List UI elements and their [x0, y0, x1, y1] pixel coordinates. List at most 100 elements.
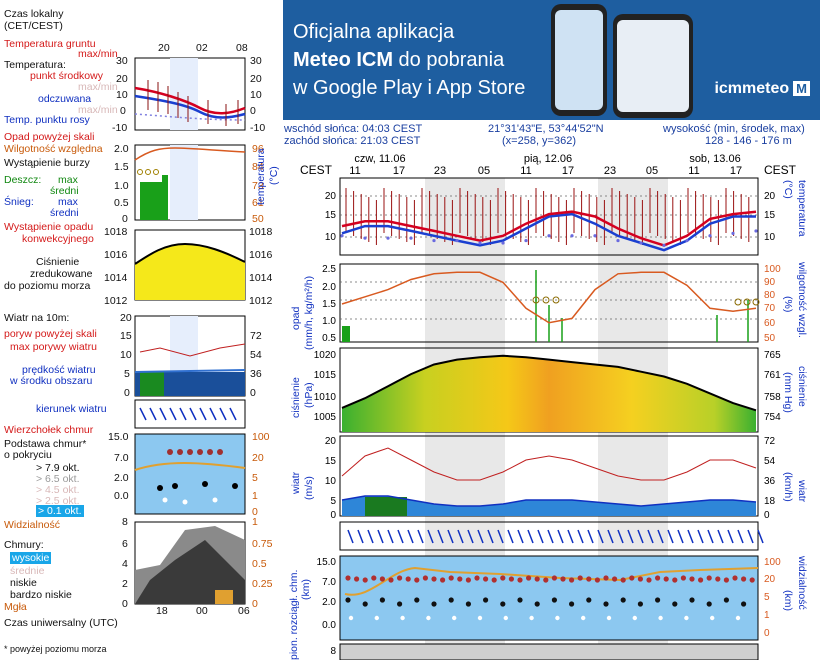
mini-tick: 100	[252, 431, 270, 443]
cloud-low-dot	[606, 615, 612, 621]
dew-point-dot	[547, 234, 551, 238]
panel-coverage	[339, 643, 759, 660]
legend-panel: Czas lokalny (CET/CEST) Temperatura grun…	[0, 0, 280, 660]
wind-arrow	[487, 529, 494, 544]
wind-tick: 15	[325, 456, 337, 467]
hum-tick: 60	[764, 318, 776, 329]
hour-label: 17	[562, 165, 574, 177]
dew-point-dot	[340, 234, 344, 238]
cloud-low-dot	[710, 615, 715, 621]
wind-arrow	[507, 529, 514, 544]
banner-line2-brand: Meteo ICM	[293, 49, 393, 71]
cloud-top-dot	[534, 576, 540, 582]
cloud-low-dot	[581, 615, 586, 621]
mini-tick: 0	[124, 387, 130, 399]
wind-strong-area	[365, 497, 407, 516]
hum-tick: 50	[764, 333, 776, 344]
legend-wind-speed: prędkość wiatru	[22, 364, 96, 376]
mini-tick: 0	[252, 506, 258, 518]
wind-arrow	[357, 529, 364, 544]
cloud-base-dot	[345, 597, 351, 603]
wind-speed-area	[342, 496, 756, 516]
wind-arrow	[447, 529, 454, 544]
app-promo-banner[interactable]: Oficjalna aplikacja Meteo ICM do pobrani…	[283, 0, 820, 120]
wind-arrow	[727, 529, 734, 544]
mini-tick: 1	[252, 516, 258, 528]
wind-arrow	[537, 529, 544, 544]
cloud-top-dot	[629, 575, 635, 581]
wind-arrow	[527, 529, 534, 544]
temp-line	[341, 210, 757, 247]
wind-speed-line	[341, 495, 757, 507]
mini-tick: 1.0	[114, 180, 129, 192]
banner-line1: Oficjalna aplikacja	[293, 21, 455, 43]
height-label: wysokość (min, środek, max)	[663, 123, 805, 135]
cloud-base-dot	[603, 601, 609, 607]
vis-axis-title: widzialność	[796, 556, 808, 610]
mini-tick: 2.0	[114, 143, 129, 155]
cloud-base-dot	[637, 601, 644, 607]
vis-unit: (km)	[782, 590, 794, 611]
height-value: 128 - 146 - 176 m	[705, 135, 792, 147]
cloud-top-dot	[603, 575, 609, 581]
humidity-line	[341, 271, 757, 324]
precip-tick: 2.5	[322, 264, 336, 275]
legend-cloud-top: Wierzchołek chmur	[4, 424, 94, 436]
cloud-low-dot	[658, 615, 663, 621]
mini-tick: 2.0	[114, 472, 129, 484]
cloud-base-dot	[672, 601, 678, 607]
cloud-base-dot	[362, 601, 368, 607]
legend-rain-mean: średni	[50, 185, 79, 197]
cloud-top-dot	[414, 577, 420, 583]
legend-local-time: Czas lokalny	[4, 8, 64, 20]
wind-arrow	[547, 529, 554, 544]
legend-ok1: > 7.9 okt.	[36, 462, 80, 474]
cloud-top-dot	[543, 577, 549, 583]
legend-convective: Wystąpienie opadu	[4, 221, 94, 233]
cloud-top-dot	[465, 577, 471, 583]
mini-tick: 84	[252, 161, 264, 173]
legend-footnote: * powyżej poziomu morza	[4, 644, 107, 654]
vis-tick: 100	[764, 557, 781, 568]
dew-point-dot	[708, 234, 712, 238]
wind-tick-right: 36	[764, 476, 776, 487]
cloud-top-dot	[491, 577, 497, 583]
tz-label-left: CEST	[300, 163, 333, 177]
legend-snow-mean: średni	[50, 207, 79, 219]
mini-tick: 1018	[104, 226, 128, 238]
temp-axis-label: temperatura	[255, 148, 267, 205]
wind-arrow	[687, 529, 694, 544]
panel-wind-dir	[339, 521, 759, 551]
cloud-top-dot	[397, 575, 403, 581]
wind-axis-title: wiatr	[290, 471, 302, 494]
legend-ok4: > 2.5 okt.	[36, 495, 80, 507]
mini-tick: 1012	[104, 295, 128, 307]
dew-point-dot	[639, 241, 643, 245]
legend-mini-charts	[134, 57, 246, 605]
sunset-text: zachód słońca: 21:03 CEST	[284, 135, 421, 147]
press-axis-title-right: ciśnienie	[796, 366, 808, 407]
mini-hour-top: 02	[196, 42, 208, 54]
phone-image	[551, 4, 607, 116]
mini-tick: 0	[252, 598, 258, 610]
mini-tick: 1016	[104, 249, 128, 261]
wind-arrow	[667, 529, 674, 544]
pressure-line	[341, 354, 757, 412]
hour-label: 23	[434, 165, 446, 177]
wind-arrow	[717, 529, 724, 544]
wind-arrow	[617, 529, 624, 544]
press-tick-right: 765	[764, 350, 781, 361]
wind-arrow	[737, 529, 744, 544]
cloud-top-dot	[732, 575, 738, 581]
mini-tick: 1	[252, 490, 258, 502]
grid-text: (x=258, y=362)	[502, 135, 576, 147]
mini-tick: 1016	[249, 249, 273, 261]
mini-tick: 0.0	[114, 490, 129, 502]
mini-tick: 15.0	[108, 431, 129, 443]
wind-arrow	[697, 529, 704, 544]
mini-tick: 0.25	[252, 578, 273, 590]
cloud-top-dot	[655, 575, 661, 581]
cloud-top-dot	[594, 577, 601, 583]
cloud-top-dot	[689, 576, 695, 582]
hour-label: 11	[520, 165, 531, 177]
